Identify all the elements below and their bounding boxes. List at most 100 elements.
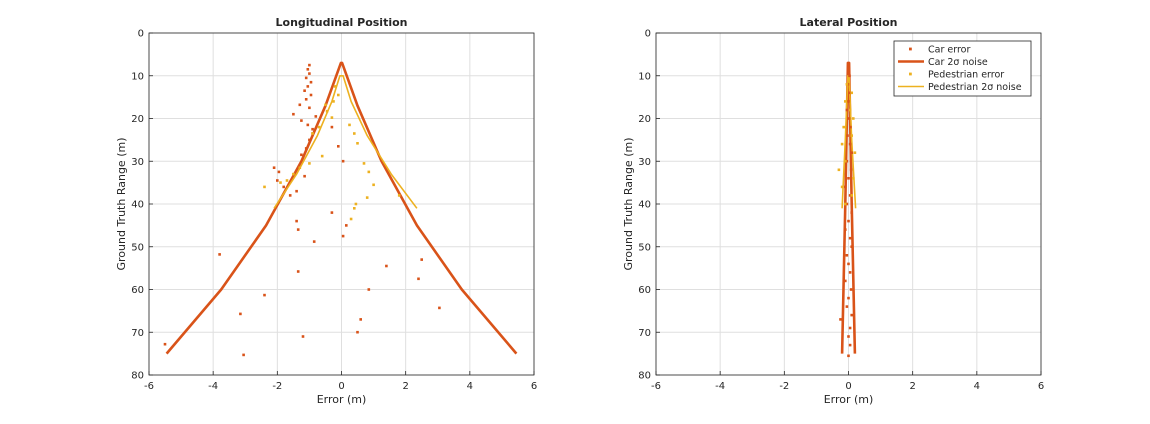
error-point xyxy=(306,85,310,88)
error-point xyxy=(847,219,850,223)
x-tick-label: 6 xyxy=(531,381,537,392)
error-point xyxy=(847,177,850,180)
error-point xyxy=(847,262,850,266)
error-point xyxy=(845,83,849,86)
error-point xyxy=(277,170,281,174)
error-point xyxy=(320,154,324,158)
error-point xyxy=(356,142,359,145)
error-point xyxy=(847,296,850,300)
y-tick-label: 50 xyxy=(131,242,144,253)
error-point xyxy=(337,145,340,148)
error-point xyxy=(296,228,300,231)
error-point xyxy=(848,91,852,95)
error-point xyxy=(367,288,371,291)
x-tick-label: -6 xyxy=(651,381,661,392)
error-point xyxy=(848,271,852,274)
error-point xyxy=(300,153,303,157)
error-point xyxy=(850,211,853,214)
error-point xyxy=(847,117,851,120)
x-tick-label: -2 xyxy=(779,381,789,392)
x-tick-label: -4 xyxy=(208,381,218,392)
error-point xyxy=(348,123,351,127)
error-point xyxy=(300,119,303,122)
error-point xyxy=(218,253,221,256)
legend-label: Pedestrian 2σ noise xyxy=(928,82,1022,93)
error-point xyxy=(272,166,276,169)
error-point xyxy=(839,318,842,321)
error-point xyxy=(304,98,308,101)
error-point xyxy=(282,185,285,189)
error-point xyxy=(298,103,302,107)
error-point xyxy=(279,181,282,184)
error-point xyxy=(288,194,292,197)
error-point xyxy=(306,123,310,127)
error-point xyxy=(847,100,850,103)
error-point xyxy=(298,166,302,169)
error-point xyxy=(847,354,850,358)
error-point xyxy=(846,134,849,137)
error-point xyxy=(308,138,311,142)
error-point xyxy=(385,264,388,268)
error-point xyxy=(309,80,313,84)
error-point xyxy=(372,183,375,187)
error-point xyxy=(341,159,345,163)
error-point xyxy=(850,313,853,317)
error-point xyxy=(362,162,366,165)
error-point xyxy=(332,100,335,103)
error-point xyxy=(345,224,348,227)
error-point xyxy=(303,89,306,92)
x-tick-label: 0 xyxy=(338,381,344,392)
error-point xyxy=(292,112,295,116)
error-point xyxy=(852,177,855,180)
error-point xyxy=(848,326,852,330)
error-point xyxy=(354,202,358,206)
y-tick-label: 20 xyxy=(131,114,144,125)
error-point xyxy=(325,109,329,113)
error-point xyxy=(308,63,311,67)
error-point xyxy=(353,132,356,135)
longitudinal-position-chart: -6 -4 -2 0 2 4 601020304050607080Longitudinal … xyxy=(115,16,537,406)
error-point xyxy=(242,353,245,357)
error-point xyxy=(848,236,852,240)
error-point xyxy=(359,318,362,321)
error-point xyxy=(845,305,849,308)
error-point xyxy=(849,168,853,172)
error-point xyxy=(365,196,369,199)
y-tick-label: 40 xyxy=(638,200,651,211)
chart-title: Longitudinal Position xyxy=(276,16,408,29)
error-point xyxy=(306,68,310,71)
error-point xyxy=(844,228,847,231)
y-tick-label: 70 xyxy=(131,328,144,339)
legend-label: Car 2σ noise xyxy=(928,57,988,68)
y-tick-label: 70 xyxy=(638,328,651,339)
legend-point-marker xyxy=(909,72,912,76)
error-point xyxy=(311,132,314,135)
error-point xyxy=(849,288,853,291)
error-point xyxy=(163,342,167,346)
error-point xyxy=(849,125,852,129)
error-point xyxy=(349,217,353,221)
y-axis-label: Ground Truth Range (m) xyxy=(622,138,635,271)
error-point xyxy=(308,162,311,165)
error-point xyxy=(844,159,847,163)
error-point xyxy=(295,219,298,223)
error-point xyxy=(304,76,308,80)
error-point xyxy=(263,185,266,189)
error-point xyxy=(295,189,298,193)
error-point xyxy=(303,174,306,178)
error-point xyxy=(296,270,300,273)
legend-point-marker xyxy=(909,47,912,51)
error-point xyxy=(850,151,853,154)
error-point xyxy=(845,254,849,257)
chart-title: Lateral Position xyxy=(800,16,898,29)
error-point xyxy=(356,330,359,334)
x-tick-label: -4 xyxy=(715,381,725,392)
error-point xyxy=(239,312,242,316)
error-point xyxy=(330,116,334,119)
error-point xyxy=(309,93,313,97)
error-point xyxy=(852,117,855,120)
error-point xyxy=(844,279,847,283)
